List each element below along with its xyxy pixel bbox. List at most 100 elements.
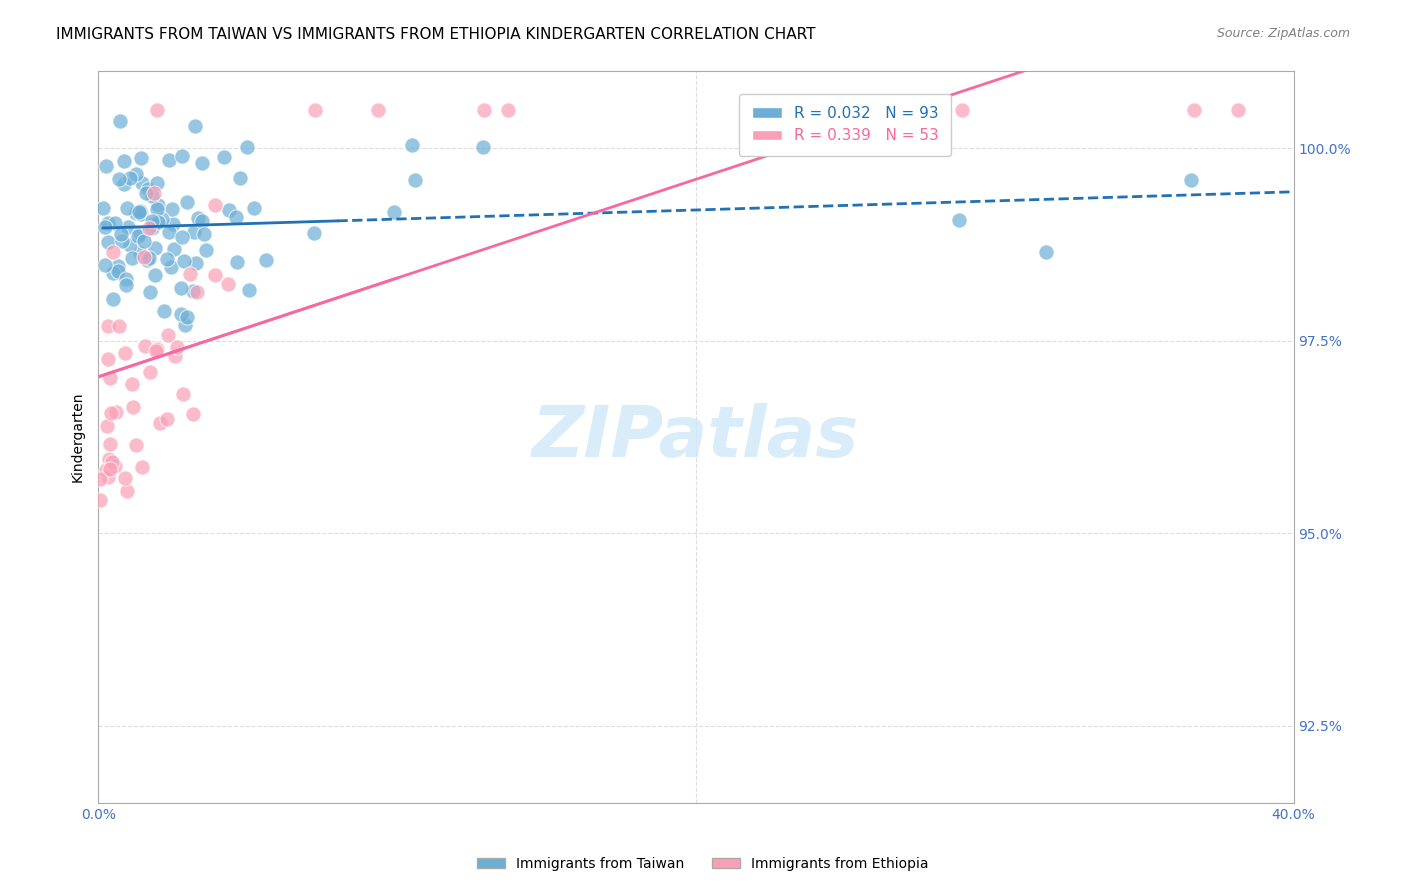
Taiwan bbox=[193, 227, 215, 241]
Ethiopia bbox=[104, 458, 127, 473]
Taiwan bbox=[128, 204, 150, 219]
Ethiopia bbox=[146, 343, 169, 357]
Taiwan bbox=[118, 170, 141, 185]
Taiwan bbox=[229, 171, 252, 186]
Taiwan bbox=[148, 198, 170, 212]
Taiwan bbox=[131, 177, 153, 191]
Ethiopia bbox=[1227, 103, 1250, 117]
Taiwan bbox=[145, 202, 167, 216]
Ethiopia bbox=[98, 462, 121, 476]
Ethiopia bbox=[98, 437, 121, 451]
Taiwan bbox=[132, 234, 155, 248]
Taiwan bbox=[191, 155, 214, 169]
Taiwan bbox=[143, 241, 166, 255]
Ethiopia bbox=[472, 103, 495, 117]
Taiwan bbox=[107, 259, 129, 273]
Taiwan bbox=[176, 195, 198, 210]
Taiwan bbox=[141, 188, 163, 202]
Taiwan bbox=[218, 203, 240, 218]
Taiwan bbox=[103, 216, 125, 230]
Taiwan bbox=[101, 266, 124, 280]
Taiwan bbox=[143, 268, 166, 282]
Ethiopia bbox=[217, 277, 239, 292]
Ethiopia bbox=[98, 371, 121, 385]
Ethiopia bbox=[96, 418, 118, 433]
Taiwan bbox=[146, 215, 169, 229]
Taiwan bbox=[114, 278, 136, 293]
Taiwan bbox=[108, 114, 131, 128]
Taiwan bbox=[115, 201, 138, 215]
Taiwan bbox=[94, 159, 117, 173]
Ethiopia bbox=[97, 470, 120, 484]
Taiwan bbox=[139, 285, 162, 299]
Taiwan bbox=[225, 255, 247, 269]
Taiwan bbox=[129, 207, 152, 221]
Text: IMMIGRANTS FROM TAIWAN VS IMMIGRANTS FROM ETHIOPIA KINDERGARTEN CORRELATION CHAR: IMMIGRANTS FROM TAIWAN VS IMMIGRANTS FRO… bbox=[56, 27, 815, 42]
Taiwan bbox=[115, 272, 138, 286]
Taiwan bbox=[162, 242, 184, 256]
Taiwan bbox=[238, 283, 260, 297]
Taiwan bbox=[183, 285, 205, 299]
Taiwan bbox=[118, 238, 141, 252]
Taiwan bbox=[125, 167, 148, 181]
Ethiopia bbox=[117, 483, 139, 498]
Ethiopia bbox=[149, 416, 172, 430]
Ethiopia bbox=[114, 471, 136, 485]
Ethiopia bbox=[165, 349, 187, 363]
Ethiopia bbox=[89, 472, 111, 486]
Ethiopia bbox=[94, 463, 117, 477]
Taiwan bbox=[117, 219, 139, 234]
Ethiopia bbox=[98, 452, 121, 467]
Taiwan bbox=[183, 120, 205, 134]
Taiwan bbox=[173, 318, 195, 332]
Taiwan bbox=[128, 245, 150, 260]
Ethiopia bbox=[183, 407, 205, 421]
Taiwan bbox=[401, 138, 423, 153]
Ethiopia bbox=[132, 250, 155, 264]
Ethiopia bbox=[304, 103, 326, 117]
Ethiopia bbox=[950, 103, 973, 117]
Ethiopia bbox=[138, 366, 160, 380]
Taiwan bbox=[142, 217, 165, 231]
Taiwan bbox=[129, 226, 152, 240]
Taiwan bbox=[127, 229, 149, 244]
Ethiopia bbox=[100, 455, 122, 469]
Taiwan bbox=[183, 225, 205, 239]
Taiwan bbox=[225, 210, 247, 224]
Taiwan bbox=[254, 253, 277, 268]
Ethiopia bbox=[89, 492, 111, 507]
Taiwan bbox=[176, 310, 198, 324]
Ethiopia bbox=[204, 198, 226, 212]
Taiwan bbox=[107, 264, 129, 278]
Text: ZIPatlas: ZIPatlas bbox=[533, 402, 859, 472]
Taiwan bbox=[404, 173, 426, 187]
Taiwan bbox=[110, 227, 132, 241]
Ethiopia bbox=[367, 103, 389, 117]
Taiwan bbox=[112, 178, 135, 192]
Taiwan bbox=[187, 211, 209, 225]
Taiwan bbox=[108, 172, 131, 186]
Ethiopia bbox=[156, 328, 179, 343]
Taiwan bbox=[150, 211, 173, 226]
Taiwan bbox=[91, 201, 114, 215]
Taiwan bbox=[112, 153, 135, 168]
Taiwan bbox=[195, 243, 218, 257]
Taiwan bbox=[157, 153, 180, 167]
Y-axis label: Kindergarten: Kindergarten bbox=[70, 392, 84, 483]
Ethiopia bbox=[142, 186, 165, 200]
Ethiopia bbox=[204, 268, 226, 282]
Taiwan bbox=[153, 304, 176, 318]
Taiwan bbox=[156, 252, 179, 267]
Ethiopia bbox=[107, 319, 129, 334]
Taiwan bbox=[136, 182, 159, 196]
Ethiopia bbox=[179, 267, 201, 281]
Taiwan bbox=[236, 140, 259, 154]
Ethiopia bbox=[172, 387, 194, 401]
Ethiopia bbox=[114, 346, 136, 360]
Taiwan bbox=[472, 140, 495, 154]
Taiwan bbox=[129, 151, 152, 165]
Ethiopia bbox=[156, 412, 179, 426]
Taiwan bbox=[97, 216, 120, 230]
Ethiopia bbox=[101, 244, 124, 259]
Ethiopia bbox=[859, 103, 882, 117]
